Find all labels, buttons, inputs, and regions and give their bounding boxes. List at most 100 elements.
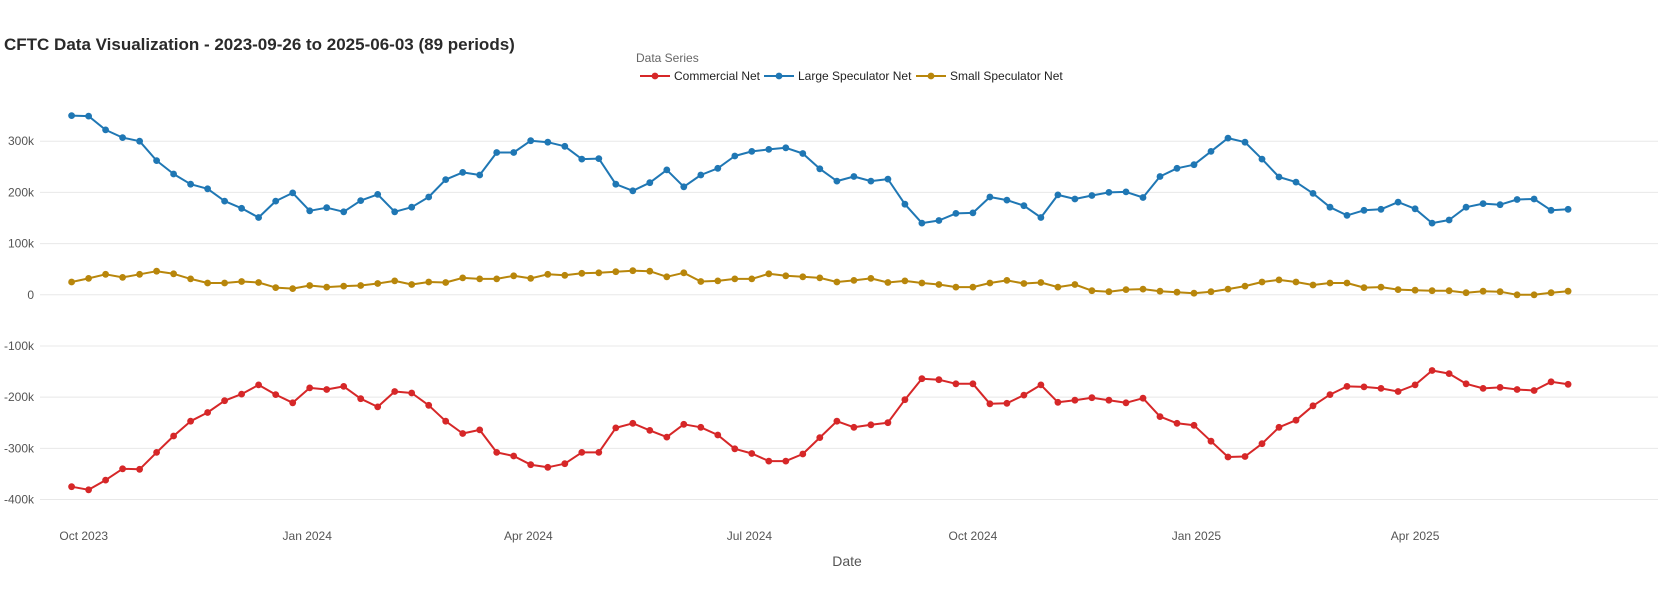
data-point-large-speculator-net[interactable] — [833, 177, 841, 185]
data-point-small-speculator-net[interactable] — [323, 283, 331, 291]
data-point-large-speculator-net[interactable] — [1462, 203, 1470, 211]
data-point-large-speculator-net[interactable] — [306, 207, 314, 215]
data-point-small-speculator-net[interactable] — [748, 275, 756, 283]
data-point-commercial-net[interactable] — [731, 445, 739, 453]
data-point-commercial-net[interactable] — [969, 380, 977, 388]
data-point-commercial-net[interactable] — [85, 486, 92, 494]
data-point-large-speculator-net[interactable] — [561, 142, 569, 150]
data-point-commercial-net[interactable] — [680, 420, 688, 428]
data-point-small-speculator-net[interactable] — [1292, 278, 1300, 286]
data-point-commercial-net[interactable] — [697, 423, 705, 431]
data-point-large-speculator-net[interactable] — [1513, 196, 1521, 203]
data-point-small-speculator-net[interactable] — [1241, 282, 1249, 290]
data-point-large-speculator-net[interactable] — [1309, 190, 1317, 197]
data-point-large-speculator-net[interactable] — [340, 208, 348, 216]
data-point-large-speculator-net[interactable] — [1139, 194, 1147, 201]
data-point-commercial-net[interactable] — [442, 417, 450, 425]
data-point-small-speculator-net[interactable] — [442, 279, 450, 286]
data-point-small-speculator-net[interactable] — [1309, 281, 1317, 289]
data-point-large-speculator-net[interactable] — [629, 187, 637, 195]
data-point-commercial-net[interactable] — [1224, 453, 1232, 461]
data-point-commercial-net[interactable] — [1360, 383, 1368, 391]
data-point-small-speculator-net[interactable] — [1173, 288, 1181, 296]
data-point-commercial-net[interactable] — [136, 465, 144, 473]
data-point-commercial-net[interactable] — [748, 450, 756, 457]
data-point-small-speculator-net[interactable] — [986, 279, 994, 287]
data-point-large-speculator-net[interactable] — [1241, 138, 1249, 146]
data-point-large-speculator-net[interactable] — [221, 197, 229, 205]
data-point-commercial-net[interactable] — [459, 430, 467, 437]
data-point-commercial-net[interactable] — [1326, 391, 1334, 398]
legend[interactable]: Data Series Commercial Net Large Speculat… — [636, 51, 1063, 83]
data-point-small-speculator-net[interactable] — [833, 278, 841, 286]
data-point-small-speculator-net[interactable] — [1462, 289, 1470, 297]
data-point-small-speculator-net[interactable] — [1105, 288, 1113, 296]
data-point-commercial-net[interactable] — [289, 399, 297, 407]
data-point-small-speculator-net[interactable] — [476, 275, 484, 283]
data-point-small-speculator-net[interactable] — [850, 277, 858, 284]
legend-item-large-speculator-net[interactable]: Large Speculator Net — [764, 69, 912, 83]
data-point-small-speculator-net[interactable] — [1224, 285, 1232, 293]
data-point-small-speculator-net[interactable] — [1003, 277, 1011, 284]
data-point-small-speculator-net[interactable] — [510, 272, 518, 280]
data-point-large-speculator-net[interactable] — [408, 203, 416, 211]
data-point-large-speculator-net[interactable] — [731, 152, 739, 160]
data-point-large-speculator-net[interactable] — [1003, 196, 1011, 204]
data-point-small-speculator-net[interactable] — [1020, 280, 1028, 287]
data-point-commercial-net[interactable] — [357, 395, 365, 403]
data-point-small-speculator-net[interactable] — [1275, 276, 1283, 284]
data-point-large-speculator-net[interactable] — [1479, 200, 1487, 208]
data-point-commercial-net[interactable] — [255, 381, 262, 389]
data-point-small-speculator-net[interactable] — [561, 271, 569, 279]
data-point-small-speculator-net[interactable] — [884, 279, 892, 286]
data-point-large-speculator-net[interactable] — [1428, 219, 1436, 227]
data-point-large-speculator-net[interactable] — [255, 214, 262, 221]
data-point-small-speculator-net[interactable] — [578, 269, 586, 277]
data-point-large-speculator-net[interactable] — [170, 170, 178, 178]
data-point-small-speculator-net[interactable] — [408, 281, 416, 288]
data-point-small-speculator-net[interactable] — [816, 274, 824, 282]
data-point-commercial-net[interactable] — [221, 397, 229, 405]
data-point-commercial-net[interactable] — [663, 433, 671, 441]
data-point-commercial-net[interactable] — [408, 389, 416, 397]
data-point-large-speculator-net[interactable] — [697, 171, 705, 179]
data-point-commercial-net[interactable] — [1547, 378, 1555, 386]
data-point-large-speculator-net[interactable] — [714, 164, 722, 172]
data-point-large-speculator-net[interactable] — [1037, 214, 1045, 221]
legend-item-commercial-net[interactable]: Commercial Net — [640, 69, 761, 83]
data-point-small-speculator-net[interactable] — [1377, 283, 1385, 291]
data-point-large-speculator-net[interactable] — [663, 166, 671, 174]
data-point-small-speculator-net[interactable] — [153, 267, 161, 275]
data-point-small-speculator-net[interactable] — [952, 283, 960, 291]
data-point-commercial-net[interactable] — [595, 449, 603, 456]
data-point-commercial-net[interactable] — [187, 417, 195, 425]
data-point-commercial-net[interactable] — [935, 376, 943, 384]
data-point-large-speculator-net[interactable] — [765, 146, 773, 153]
data-point-commercial-net[interactable] — [1020, 391, 1028, 399]
data-point-large-speculator-net[interactable] — [1258, 155, 1266, 163]
data-point-commercial-net[interactable] — [1190, 421, 1198, 429]
data-point-small-speculator-net[interactable] — [544, 270, 552, 278]
data-point-commercial-net[interactable] — [1105, 396, 1113, 404]
data-point-small-speculator-net[interactable] — [187, 275, 195, 283]
data-point-small-speculator-net[interactable] — [680, 269, 688, 277]
data-point-commercial-net[interactable] — [952, 380, 960, 388]
data-point-commercial-net[interactable] — [1479, 385, 1487, 392]
data-point-small-speculator-net[interactable] — [1139, 285, 1147, 293]
data-point-large-speculator-net[interactable] — [374, 191, 382, 198]
data-point-large-speculator-net[interactable] — [289, 189, 297, 197]
data-point-large-speculator-net[interactable] — [1394, 198, 1402, 206]
data-point-small-speculator-net[interactable] — [663, 273, 671, 281]
data-point-commercial-net[interactable] — [1003, 399, 1011, 407]
data-point-commercial-net[interactable] — [1513, 386, 1521, 393]
data-point-commercial-net[interactable] — [153, 449, 161, 456]
data-point-large-speculator-net[interactable] — [425, 193, 433, 201]
data-point-commercial-net[interactable] — [323, 386, 331, 393]
data-point-large-speculator-net[interactable] — [952, 210, 960, 217]
data-point-commercial-net[interactable] — [646, 427, 654, 434]
data-point-commercial-net[interactable] — [714, 431, 722, 439]
data-point-commercial-net[interactable] — [102, 476, 109, 484]
data-point-small-speculator-net[interactable] — [782, 272, 790, 280]
data-point-commercial-net[interactable] — [867, 421, 875, 429]
data-point-commercial-net[interactable] — [1343, 383, 1351, 390]
